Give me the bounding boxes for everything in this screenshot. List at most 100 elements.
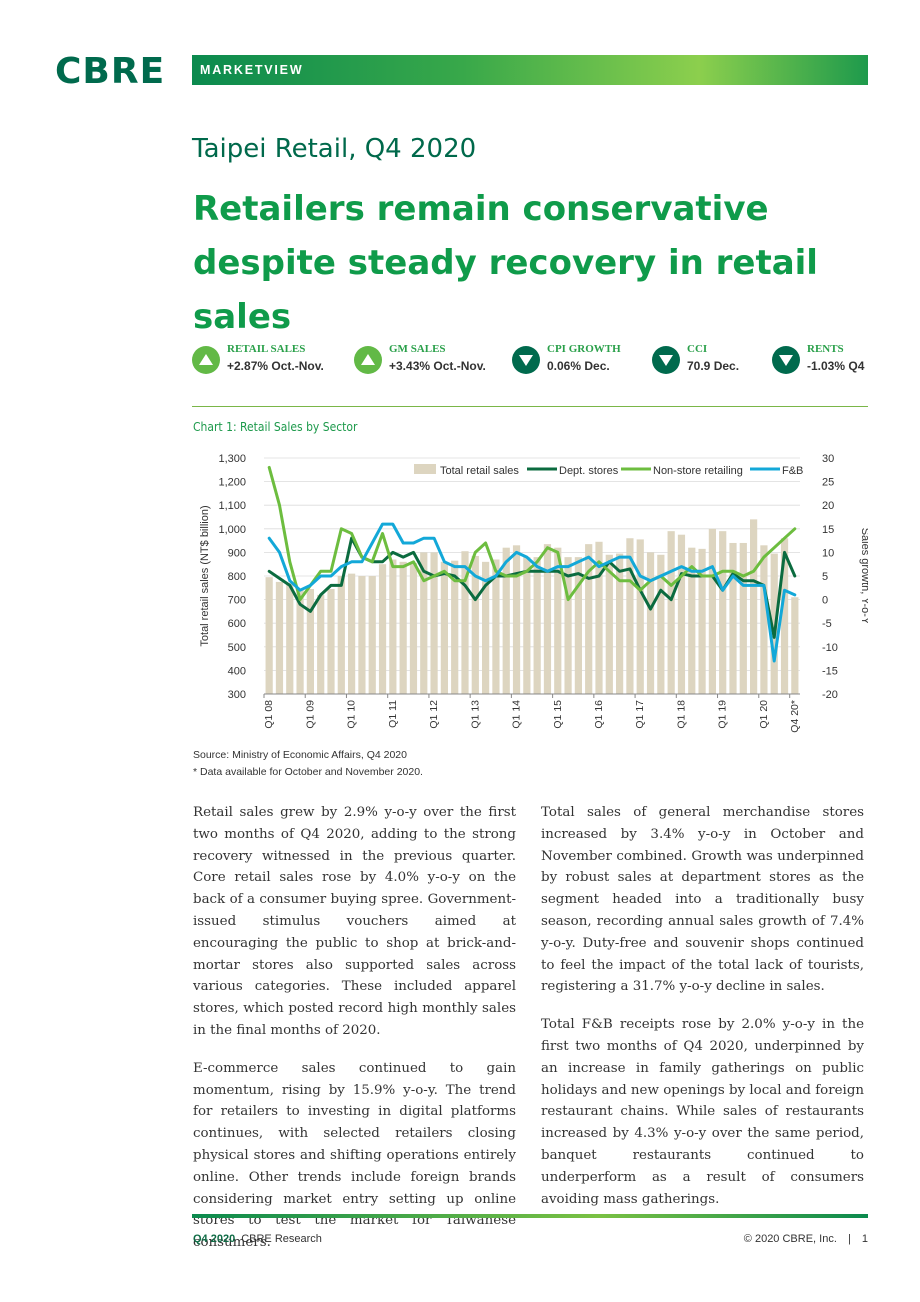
bar-total-retail-sales [378, 564, 387, 694]
chart-source: Source: Ministry of Economic Affairs, Q4… [193, 747, 423, 781]
up-arrow-icon [192, 346, 220, 374]
bar-total-retail-sales [440, 561, 448, 694]
down-arrow-icon [652, 346, 680, 374]
line-series-non-store-retailing [267, 465, 797, 602]
bar-total-retail-sales [677, 534, 686, 694]
body-paragraph: E-commerce sales continued to gain momen… [193, 1060, 516, 1251]
kpi-value: +2.87% Oct.-Nov. [227, 359, 324, 373]
bar-total-retail-sales [482, 561, 490, 694]
kpi-label: CPI GROWTH [547, 343, 621, 355]
footer-left: Q4 2020 CBRE Research [193, 1233, 322, 1245]
y-tick-label: 800 [228, 571, 246, 583]
y-tick-label: 500 [228, 642, 246, 654]
bar-total-retail-sales [657, 554, 665, 694]
bar-total-retail-sales [543, 544, 552, 694]
bar-total-retail-sales [595, 541, 603, 694]
y2-tick-label: 25 [822, 477, 834, 489]
body-paragraph: Retail sales grew by 2.9% y-o-y over the… [193, 805, 516, 1038]
y-axis-title: Total retail sales (NT$ billion) [199, 505, 211, 646]
x-tick-label: Q1 13 [469, 700, 481, 729]
y-tick-label: 1,100 [218, 500, 246, 512]
page-number: 1 [861, 1233, 868, 1245]
retail-sales-chart: 1,300 1,200 1,100 1,000 900 800 700 600 500 400 30… [199, 453, 868, 733]
marketview-banner: MARKETVIEW [192, 55, 868, 85]
y-tick-label: 700 [228, 595, 246, 607]
x-tick-label: Q1 11 [387, 700, 399, 728]
footer-publisher: CBRE Research [241, 1233, 322, 1245]
bar-total-retail-sales [399, 561, 407, 694]
x-tick-label: Q1 15 [552, 700, 564, 729]
kpi-label: RETAIL SALES [227, 343, 306, 355]
kpi-value: 70.9 Dec. [687, 359, 740, 373]
bar-total-retail-sales [337, 576, 345, 694]
x-tick-label: Q1 09 [304, 700, 316, 729]
bar-total-retail-sales [409, 563, 418, 694]
legend-label: Total retail sales [440, 465, 519, 477]
legend-label: Dept. stores [559, 465, 619, 477]
kpi-strip: RETAIL SALES +2.87% Oct.-Nov. GM SALES +… [192, 340, 868, 384]
bar-total-retail-sales [646, 552, 655, 694]
report-subtitle: Taipei Retail, Q4 2020 [192, 134, 477, 164]
bar-total-retail-sales [667, 531, 675, 694]
kpi-value: -1.03% Q4 [807, 359, 865, 373]
y2-tick-label: -20 [822, 689, 838, 701]
body-column-right: Total sales of general merchandise store… [541, 802, 864, 1226]
y2-tick-label: 0 [822, 595, 828, 607]
kpi-value: +3.43% Oct.-Nov. [389, 359, 486, 373]
bar-total-retail-sales [739, 542, 747, 694]
bar-total-retail-sales [791, 597, 799, 694]
line-series-f-b [267, 522, 797, 663]
bar-total-retail-sales [471, 555, 479, 694]
bar-total-retail-sales [533, 557, 541, 694]
bar-total-retail-sales [420, 552, 428, 694]
bar-total-retail-sales [275, 581, 284, 694]
bar-total-retail-sales [502, 547, 510, 694]
body-paragraph: Total F&B receipts rose by 2.0% y-o-y in… [541, 1017, 865, 1207]
y2-axis-title: Sales growth, Y-o-Y [859, 528, 868, 625]
chart-caption: Chart 1: Retail Sales by Sector [193, 420, 358, 434]
down-arrow-icon [772, 346, 800, 374]
body-paragraph: Total sales of general merchandise store… [541, 805, 864, 995]
bar-total-retail-sales [585, 544, 593, 694]
y-tick-label: 300 [228, 689, 246, 701]
footer-right: © 2020 CBRE, Inc. | 1 [744, 1233, 868, 1245]
y-tick-label: 900 [228, 547, 246, 559]
bar-total-retail-sales [358, 576, 366, 694]
y-tick-label: 1,000 [218, 524, 246, 536]
bar-total-retail-sales [688, 547, 696, 694]
bar-total-retail-sales [780, 538, 789, 694]
bar-total-retail-sales [451, 560, 459, 694]
y2-tick-label: 20 [822, 500, 834, 512]
x-tick-label: Q1 08 [263, 700, 275, 729]
x-tick-label: Q4 20* [789, 700, 801, 733]
x-tick-label: Q1 12 [428, 700, 440, 729]
bar-total-retail-sales [605, 554, 613, 694]
y2-tick-label: -5 [822, 618, 832, 630]
bar-total-retail-sales [306, 588, 314, 694]
bar-total-retail-sales [492, 559, 500, 694]
x-tick-label: Q1 14 [511, 700, 523, 729]
bar-total-retail-sales [616, 553, 624, 694]
bar-total-retail-sales [708, 528, 716, 694]
footer-copyright: © 2020 CBRE, Inc. [743, 1233, 837, 1245]
report-headline: Retailers remain conservative despite st… [193, 189, 818, 337]
y2-tick-label: -15 [822, 665, 838, 677]
y2-tick-label: 15 [822, 524, 834, 536]
y2-tick-label: -10 [822, 642, 838, 654]
bar-total-retail-sales [760, 545, 768, 694]
bar-total-retail-sales [554, 547, 562, 694]
up-arrow-icon [354, 346, 382, 374]
bar-total-retail-sales [626, 538, 634, 694]
x-tick-label: Q1 18 [675, 700, 687, 729]
bar-total-retail-sales [750, 519, 758, 694]
y2-tick-label: 30 [822, 453, 834, 465]
bar-total-retail-sales [296, 588, 304, 694]
legend-label: F&B [782, 465, 803, 477]
kpi-label: RENTS [807, 343, 844, 355]
bar-total-retail-sales [286, 583, 294, 694]
x-tick-label: Q1 19 [717, 700, 729, 729]
bar-total-retail-sales [770, 553, 778, 694]
legend-swatch [414, 464, 436, 474]
bar-total-retail-sales [512, 545, 521, 694]
footer-period: Q4 2020 [193, 1233, 236, 1245]
